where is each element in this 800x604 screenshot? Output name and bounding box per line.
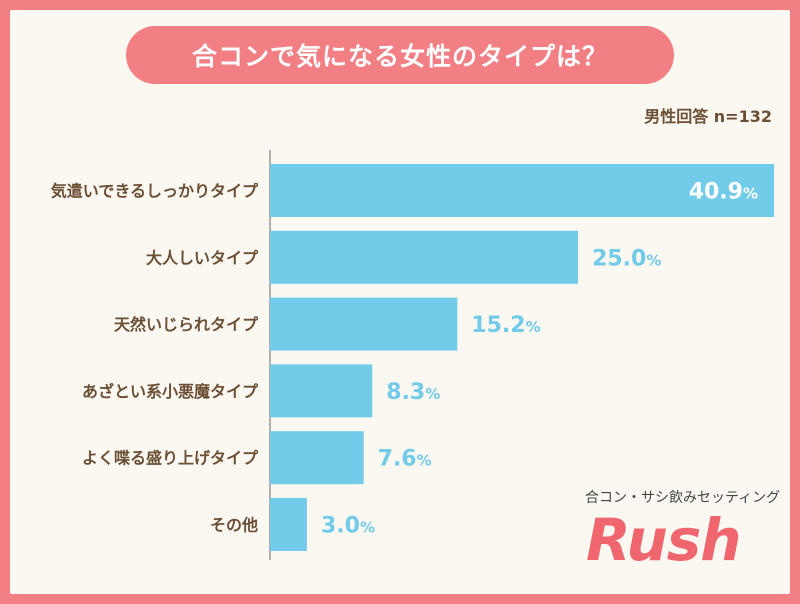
value-label-0: 40.9% — [689, 180, 758, 205]
category-label-1: 大人しいタイプ — [146, 248, 259, 267]
category-label-2: 天然いじられタイプ — [114, 315, 259, 334]
chart-title: 合コンで気になる女性のタイプは？ — [126, 26, 674, 84]
value-label-1: 25.0% — [592, 246, 661, 271]
value-label-3: 8.3% — [386, 380, 440, 405]
bar-1 — [270, 230, 579, 284]
value-label-4: 7.6% — [378, 447, 432, 472]
bar-0 — [270, 164, 774, 217]
value-label-5: 3.0% — [321, 514, 375, 539]
brand-logo: Rush — [586, 506, 742, 574]
category-label-4: よく喋る盛り上げタイプ — [82, 449, 259, 468]
brand-tagline: 合コン・サシ飲みセッティング — [585, 490, 781, 506]
category-label-3: あざとい系小悪魔タイプ — [82, 382, 259, 401]
bar-3 — [270, 364, 373, 418]
bar-2 — [270, 297, 458, 351]
category-label-0: 気遣いできるしっかりタイプ — [51, 182, 259, 201]
value-label-2: 15.2% — [471, 313, 540, 338]
bar-4 — [270, 431, 364, 485]
bar-5 — [270, 498, 307, 551]
category-label-5: その他 — [210, 516, 258, 535]
sample-note: 男性回答 n=132 — [644, 107, 772, 126]
